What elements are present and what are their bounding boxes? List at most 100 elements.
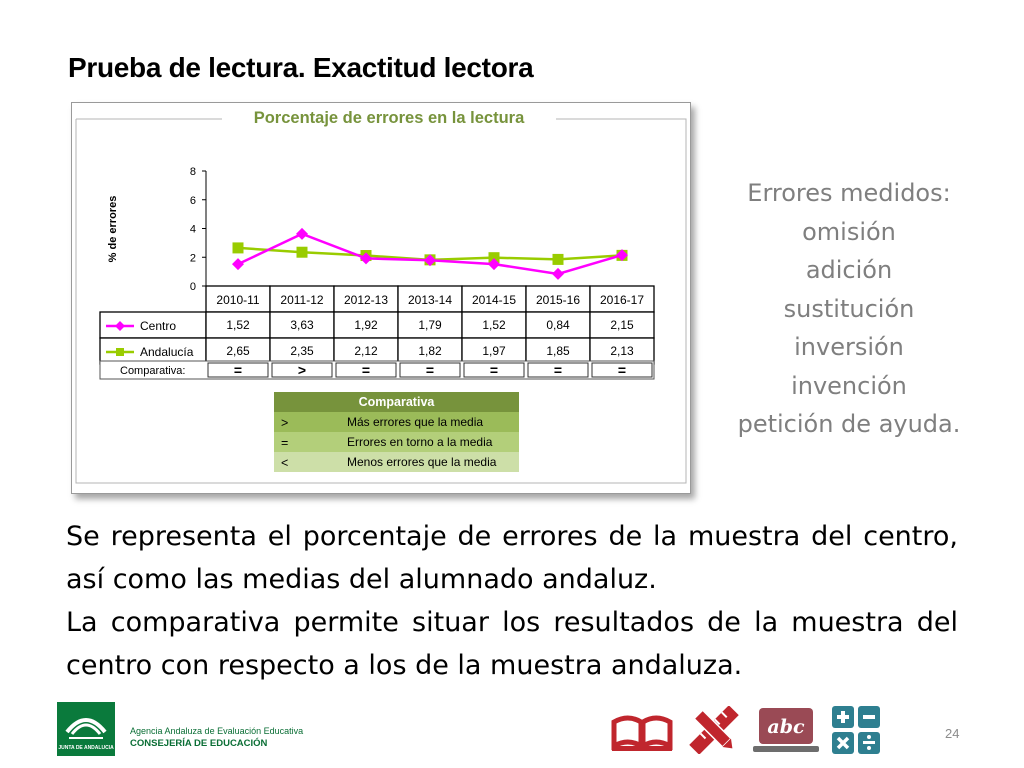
legend-table-row xyxy=(274,432,519,452)
error-types-heading: Errores medidos: xyxy=(747,179,951,207)
comparison-cell xyxy=(207,362,269,378)
category-label: 2010-11 xyxy=(216,293,259,307)
category-label: 2014-15 xyxy=(472,293,516,307)
series-name: Andalucía xyxy=(140,345,194,359)
chart-title: Porcentaje de errores en la lectura xyxy=(254,109,525,127)
legend-table-title: Comparativa xyxy=(359,395,436,409)
y-tick-label: 6 xyxy=(190,195,196,207)
error-types-list: Errores medidos: omisión adición sustitu… xyxy=(725,174,973,444)
comparison-cell xyxy=(271,362,333,378)
description-paragraph: La comparativa permite situar los result… xyxy=(66,607,958,681)
data-label: 1,79 xyxy=(418,318,442,332)
category-label: 2015-16 xyxy=(536,293,580,307)
data-point xyxy=(296,227,308,240)
y-tick-label: 4 xyxy=(190,224,196,236)
table-cell xyxy=(525,337,591,365)
error-type-item: adición xyxy=(805,256,893,284)
legend-marker xyxy=(115,321,125,331)
open-book-icon xyxy=(611,715,673,751)
chart-inner-frame xyxy=(75,118,687,484)
department-name: CONSEJERÍA DE EDUCACIÓN xyxy=(130,738,268,749)
description-paragraph: Se representa el porcentaje de errores d… xyxy=(66,521,958,595)
table-header-cell xyxy=(205,285,271,313)
data-label: 2,13 xyxy=(610,344,634,358)
y-tick-label: 8 xyxy=(190,166,196,178)
data-label: 1,85 xyxy=(546,344,570,358)
data-point xyxy=(616,249,628,262)
legend-table-row xyxy=(274,412,519,432)
agency-name: Agencia Andaluza de Evaluación Educativa xyxy=(130,726,304,736)
page-number: 24 xyxy=(945,726,960,741)
data-label: 2,15 xyxy=(610,318,634,332)
error-type-item: sustitución xyxy=(783,294,915,323)
data-point xyxy=(296,246,308,258)
legend-table-row xyxy=(274,452,519,472)
svg-text:abc: abc xyxy=(767,716,805,738)
y-tick-label: 0 xyxy=(190,281,196,293)
data-point xyxy=(232,242,244,254)
data-label: 1,92 xyxy=(354,318,378,332)
comparison-cell xyxy=(463,362,525,378)
legend-description: Más errores que la media xyxy=(347,415,483,429)
comparison-value: = xyxy=(426,362,434,378)
table-cell xyxy=(589,311,655,339)
data-label: 2,12 xyxy=(354,344,378,358)
legend-symbol: < xyxy=(281,456,288,470)
description-text: Se representa el porcentaje de errores d… xyxy=(66,515,958,687)
comparison-value: = xyxy=(234,362,242,378)
comparison-cell xyxy=(399,362,461,378)
comparison-value: = xyxy=(362,362,370,378)
comparison-value: = xyxy=(554,362,562,378)
y-axis-label: % de errores xyxy=(107,196,119,263)
comparison-value: = xyxy=(618,362,626,378)
table-header-cell xyxy=(589,285,655,313)
legend-symbol: = xyxy=(281,436,288,450)
table-cell xyxy=(461,337,527,365)
table-header-cell xyxy=(525,285,591,313)
error-type-item: omisión xyxy=(802,217,896,246)
data-point xyxy=(488,252,500,264)
category-label: 2013-14 xyxy=(408,293,452,307)
y-tick-label: 2 xyxy=(190,252,196,264)
data-label: 0,84 xyxy=(546,318,570,332)
error-percentage-chart: Porcentaje de errores en la lectura 0 2 4 6 8… xyxy=(75,109,687,484)
data-label: 3,63 xyxy=(290,318,314,332)
data-label: 1,52 xyxy=(226,318,250,332)
category-label: 2011-12 xyxy=(280,293,323,307)
table-cell xyxy=(333,337,399,365)
category-label: 2012-13 xyxy=(344,293,388,307)
pencil-ruler-icon xyxy=(689,706,739,754)
error-type-item: inversión xyxy=(794,333,904,361)
calculator-icon xyxy=(832,706,880,754)
logo-caption: JUNTA DE ANDALUCIA xyxy=(58,745,114,751)
legend-table-header xyxy=(274,392,519,412)
comparison-cell xyxy=(335,362,397,378)
legend-marker xyxy=(116,348,124,356)
comparison-label: Comparativa: xyxy=(120,365,185,377)
category-label: 2016-17 xyxy=(600,293,644,307)
chart-panel: Porcentaje de errores en la lectura 0 2 4 6 8… xyxy=(71,102,691,494)
table-cell xyxy=(397,311,463,339)
data-point xyxy=(488,258,500,271)
comparison-value: > xyxy=(298,362,306,378)
legend-description: Menos errores que la media xyxy=(347,455,497,469)
slide-title: Prueba de lectura. Exactitud lectora xyxy=(68,52,534,83)
error-type-item: invención xyxy=(791,371,907,400)
abc-tablet-icon: abc xyxy=(753,708,819,752)
data-point xyxy=(552,267,564,280)
table-cell xyxy=(205,337,271,365)
data-label: 1,52 xyxy=(482,318,506,332)
junta-andalucia-logo: JUNTA DE ANDALUCIA xyxy=(57,702,115,756)
data-label: 1,82 xyxy=(418,344,442,358)
data-label: 1,97 xyxy=(482,344,506,358)
comparison-cell xyxy=(527,362,589,378)
data-point xyxy=(232,258,244,271)
table-cell xyxy=(589,337,655,365)
error-type-item: petición de ayuda. xyxy=(737,410,961,438)
data-point xyxy=(360,252,372,265)
series-line xyxy=(237,232,623,276)
legend-symbol: > xyxy=(281,416,288,430)
data-label: 2,35 xyxy=(290,344,314,358)
table-cell xyxy=(461,311,527,339)
data-point xyxy=(552,253,564,265)
